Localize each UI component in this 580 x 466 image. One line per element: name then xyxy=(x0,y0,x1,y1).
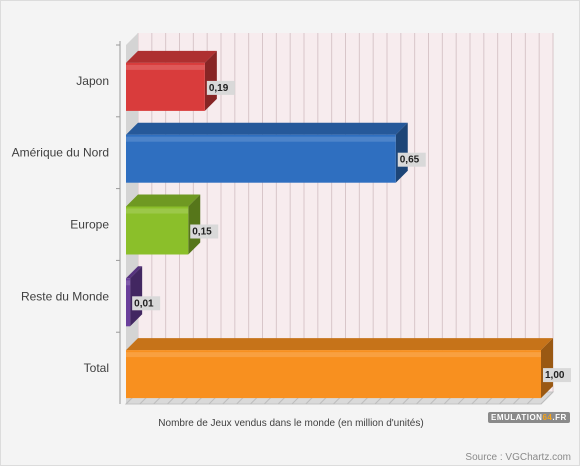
data-label: 1,00 xyxy=(545,370,565,381)
data-label-box xyxy=(206,80,235,95)
category-label: Total xyxy=(84,361,109,375)
bar-top-face xyxy=(126,266,143,279)
bar-highlight xyxy=(126,136,396,142)
watermark-logo: EMULATION64.FR xyxy=(488,412,570,423)
bar-top-face xyxy=(126,50,217,63)
bar-top-face xyxy=(126,338,553,351)
bar xyxy=(126,134,396,183)
bar-highlight xyxy=(126,208,189,214)
data-label: 0,65 xyxy=(400,155,420,166)
bar xyxy=(126,278,131,327)
logo-text-suffix: .FR xyxy=(552,413,567,422)
data-label: 0,15 xyxy=(192,227,212,238)
floor-gridline xyxy=(540,391,554,405)
data-label-box xyxy=(132,296,161,311)
logo-text-accent: 64 xyxy=(542,413,553,422)
bar xyxy=(126,206,189,255)
data-label-box xyxy=(190,224,219,239)
bar-highlight xyxy=(126,280,131,286)
bar-top-face xyxy=(126,194,201,207)
bar xyxy=(126,350,541,399)
x-axis-label: Nombre de Jeux vendus dans le monde (en … xyxy=(158,418,424,429)
category-label: Reste du Monde xyxy=(21,289,109,303)
data-label-box xyxy=(543,368,571,383)
bar xyxy=(126,62,205,111)
category-label: Europe xyxy=(70,218,109,232)
category-label: Japon xyxy=(76,74,109,88)
logo-text-main: EMULATION xyxy=(491,413,543,422)
category-label: Amérique du Nord xyxy=(12,146,109,160)
data-label: 0,19 xyxy=(209,83,229,94)
source-credit: Source : VGChartz.com xyxy=(465,452,571,463)
bar-highlight xyxy=(126,64,205,70)
bar-highlight xyxy=(126,352,541,358)
data-label-box xyxy=(397,152,426,167)
bar-top-face xyxy=(126,122,408,135)
data-label: 0,01 xyxy=(134,298,154,309)
